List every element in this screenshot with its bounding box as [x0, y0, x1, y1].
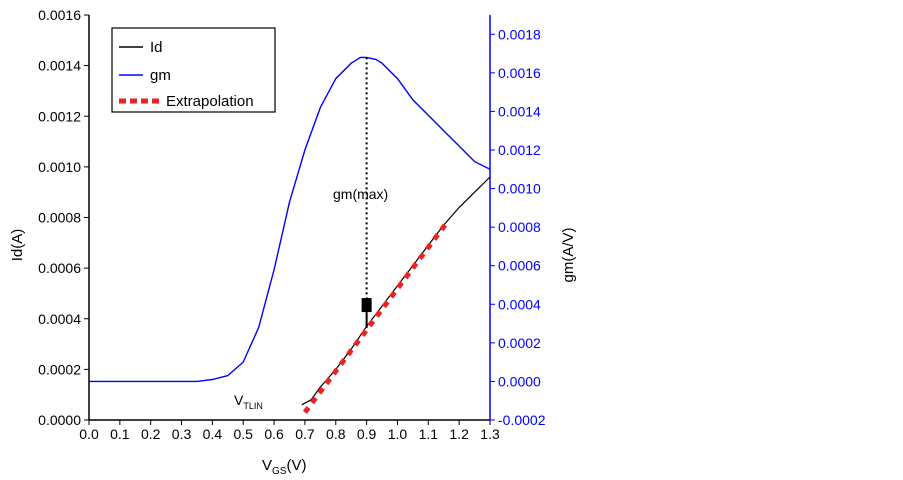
- y-left-tick-label: 0.0002: [38, 361, 81, 377]
- vt-label: VTLIN: [234, 392, 263, 411]
- legend-label-gm: gm: [150, 67, 171, 84]
- y-right-tick-label: 0.0004: [498, 296, 541, 312]
- vt-label-main: V: [234, 392, 244, 408]
- y-right-tick-label: 0.0006: [498, 258, 541, 274]
- legend-label-extrapolation: Extrapolation: [166, 93, 254, 110]
- x-tick-label: 0.4: [203, 426, 223, 442]
- y-right-tick-label: -0.0002: [498, 412, 546, 428]
- x-tick-label: 1.3: [480, 426, 500, 442]
- series-layer: [89, 56, 491, 414]
- y-left-tick-label: 0.0008: [38, 210, 81, 226]
- x-tick-label: 0.0: [79, 426, 99, 442]
- x-tick-label: 0.6: [264, 426, 284, 442]
- x-tick-label: 0.3: [172, 426, 192, 442]
- y-left-tick-label: 0.0004: [38, 311, 81, 327]
- y-left-tick-label: 0.0006: [38, 260, 81, 276]
- y-right-tick-label: 0.0016: [498, 65, 541, 81]
- annotations: [361, 57, 372, 329]
- series-line-id: [301, 176, 491, 406]
- vt-label-sub: TLIN: [243, 401, 263, 411]
- y-right-tick-label: 0.0014: [498, 103, 541, 119]
- legend: Id gm Extrapolation: [111, 27, 276, 113]
- x-axis-title-unit: (V): [286, 457, 306, 474]
- y-right-tick-label: 0.0000: [498, 373, 541, 389]
- x-tick-label: 0.9: [357, 426, 377, 442]
- x-tick-label: 1.0: [388, 426, 408, 442]
- y-left-tick-label: 0.0012: [38, 108, 81, 124]
- x-tick-label: 0.2: [141, 426, 161, 442]
- y-right-tick-label: 0.0018: [498, 26, 541, 42]
- y-left-tick-label: 0.0016: [38, 7, 81, 23]
- y-right-tick-label: 0.0010: [498, 181, 541, 197]
- y-left-tick-label: 0.0010: [38, 159, 81, 175]
- series-line-extrapolation: [302, 221, 449, 414]
- x-tick-label: 1.2: [449, 426, 469, 442]
- y-left-tick-label: 0.0000: [38, 412, 81, 428]
- y-right-tick-label: 0.0008: [498, 219, 541, 235]
- gm-max-label: gm(max): [333, 186, 388, 202]
- axes: 0.0 0.1 0.2 0.3 0.4 0.5 0.6 0.7 0.8 0.9 1.0 1.1 1.2 1…: [38, 7, 546, 442]
- series-line-gm: [89, 56, 491, 383]
- x-tick-label: 0.8: [326, 426, 346, 442]
- x-tick-label: 0.7: [295, 426, 315, 442]
- x-axis-title-sub: GS: [272, 466, 287, 477]
- legend-label-id: Id: [150, 39, 163, 56]
- x-tick-label: 0.5: [233, 426, 253, 442]
- y-left-tick-label: 0.0014: [38, 58, 81, 74]
- x-axis-title-main: V: [262, 457, 272, 474]
- y-left-axis-title: Id(A): [9, 229, 26, 262]
- y-right-axis-title: gm(A/V): [560, 227, 577, 282]
- x-tick-label: 0.1: [110, 426, 130, 442]
- gm-max-marker: [361, 298, 372, 313]
- x-tick-label: 1.1: [419, 426, 439, 442]
- legend-box: [111, 27, 276, 113]
- y-right-tick-label: 0.0002: [498, 335, 541, 351]
- y-right-tick-label: 0.0012: [498, 142, 541, 158]
- x-axis-title: VGS(V): [262, 457, 306, 477]
